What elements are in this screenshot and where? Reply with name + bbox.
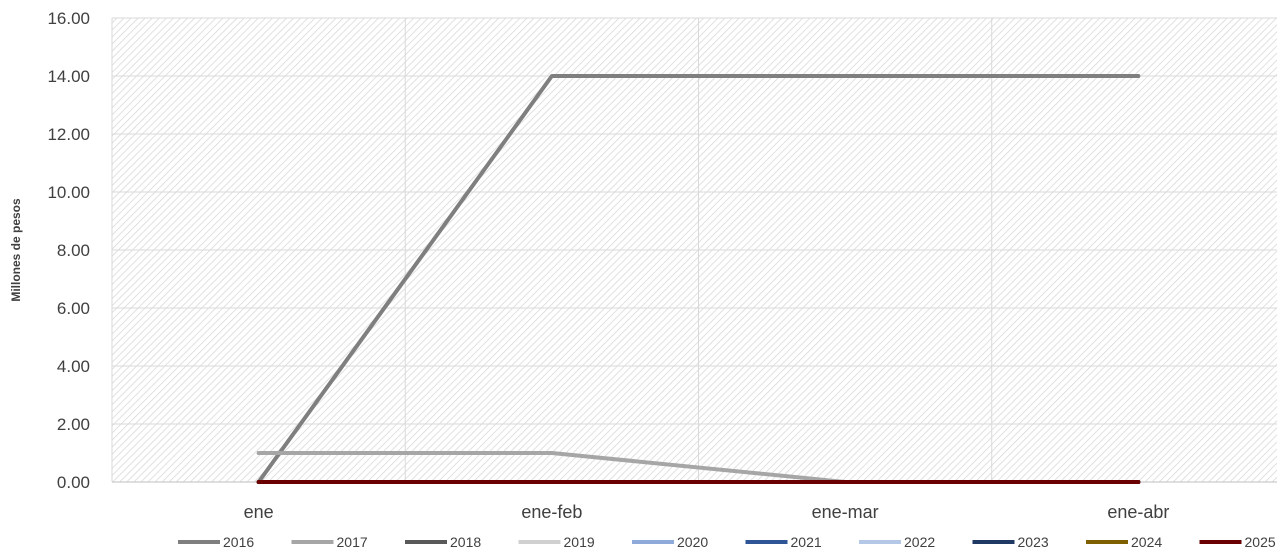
- y-tick-label: 16.00: [47, 9, 90, 28]
- series-line-2016: [256, 74, 1141, 484]
- y-tick-label: 8.00: [57, 241, 90, 260]
- legend: 2016 2017 2018 2019 2020 2021 2022 2023 2024 2025: [178, 534, 1276, 550]
- legend-label-2024: 2024: [1131, 534, 1162, 550]
- legend-label-2019: 2019: [564, 534, 595, 550]
- y-tick-label: 0.00: [57, 473, 90, 492]
- legend-label-2023: 2023: [1018, 534, 1049, 550]
- x-tick-label: ene-mar: [812, 502, 879, 522]
- y-tick-label: 10.00: [47, 183, 90, 202]
- y-tick-label: 12.00: [47, 125, 90, 144]
- x-tick-label: ene-abr: [1107, 502, 1169, 522]
- legend-label-2020: 2020: [677, 534, 708, 550]
- legend-label-2021: 2021: [791, 534, 822, 550]
- legend-label-2017: 2017: [337, 534, 368, 550]
- y-tick-label: 6.00: [57, 299, 90, 318]
- legend-label-2025: 2025: [1245, 534, 1276, 550]
- series-lines: [256, 74, 1141, 484]
- legend-label-2016: 2016: [223, 534, 254, 550]
- y-axis-label: Millones de pesos: [9, 198, 23, 302]
- legend-label-2022: 2022: [904, 534, 935, 550]
- x-tick-label: ene-feb: [521, 502, 582, 522]
- legend-label-2018: 2018: [450, 534, 481, 550]
- x-tick-label: ene: [244, 502, 274, 522]
- y-tick-label: 4.00: [57, 357, 90, 376]
- y-tick-label: 2.00: [57, 415, 90, 434]
- y-tick-label: 14.00: [47, 67, 90, 86]
